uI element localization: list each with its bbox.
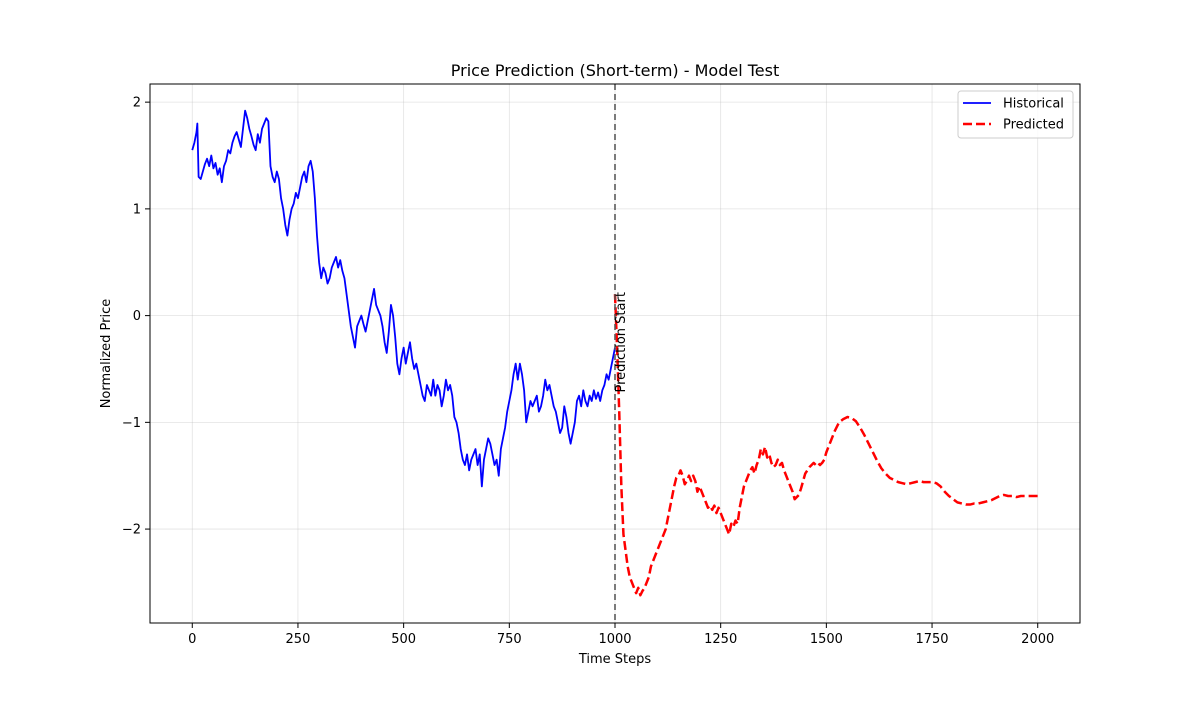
y-tick-label: −1	[122, 416, 141, 431]
y-tick-label: 2	[133, 96, 141, 111]
x-axis-label: Time Steps	[578, 652, 652, 667]
x-tick-label: 1500	[810, 632, 843, 647]
axis-ticks: 0 250 500 750 1000 1250 1500 1750 2000 −2 −1 0 1 2	[122, 96, 1054, 647]
chart-title: Price Prediction (Short-term) - Model Te…	[451, 61, 779, 80]
legend-label-predicted: Predicted	[1003, 118, 1064, 133]
x-tick-label: 1750	[915, 632, 948, 647]
series-lines	[191, 109, 1038, 597]
x-tick-label: 750	[497, 632, 522, 647]
y-tick-label: 1	[133, 202, 141, 217]
x-tick-label: 0	[188, 632, 196, 647]
y-tick-label: −2	[122, 523, 141, 538]
y-axis-label: Normalized Price	[99, 299, 114, 409]
y-tick-label: 0	[133, 309, 141, 324]
x-tick-label: 250	[286, 632, 311, 647]
legend-label-historical: Historical	[1003, 97, 1064, 112]
series-line-predicted	[613, 294, 1038, 597]
series-line-historical	[191, 109, 616, 488]
x-tick-label: 2000	[1021, 632, 1054, 647]
x-tick-label: 1250	[704, 632, 737, 647]
prediction-start-label: Prediction Start	[614, 292, 629, 392]
x-tick-label: 1000	[598, 632, 631, 647]
legend: Historical Predicted	[957, 90, 1074, 139]
x-tick-label: 500	[391, 632, 416, 647]
